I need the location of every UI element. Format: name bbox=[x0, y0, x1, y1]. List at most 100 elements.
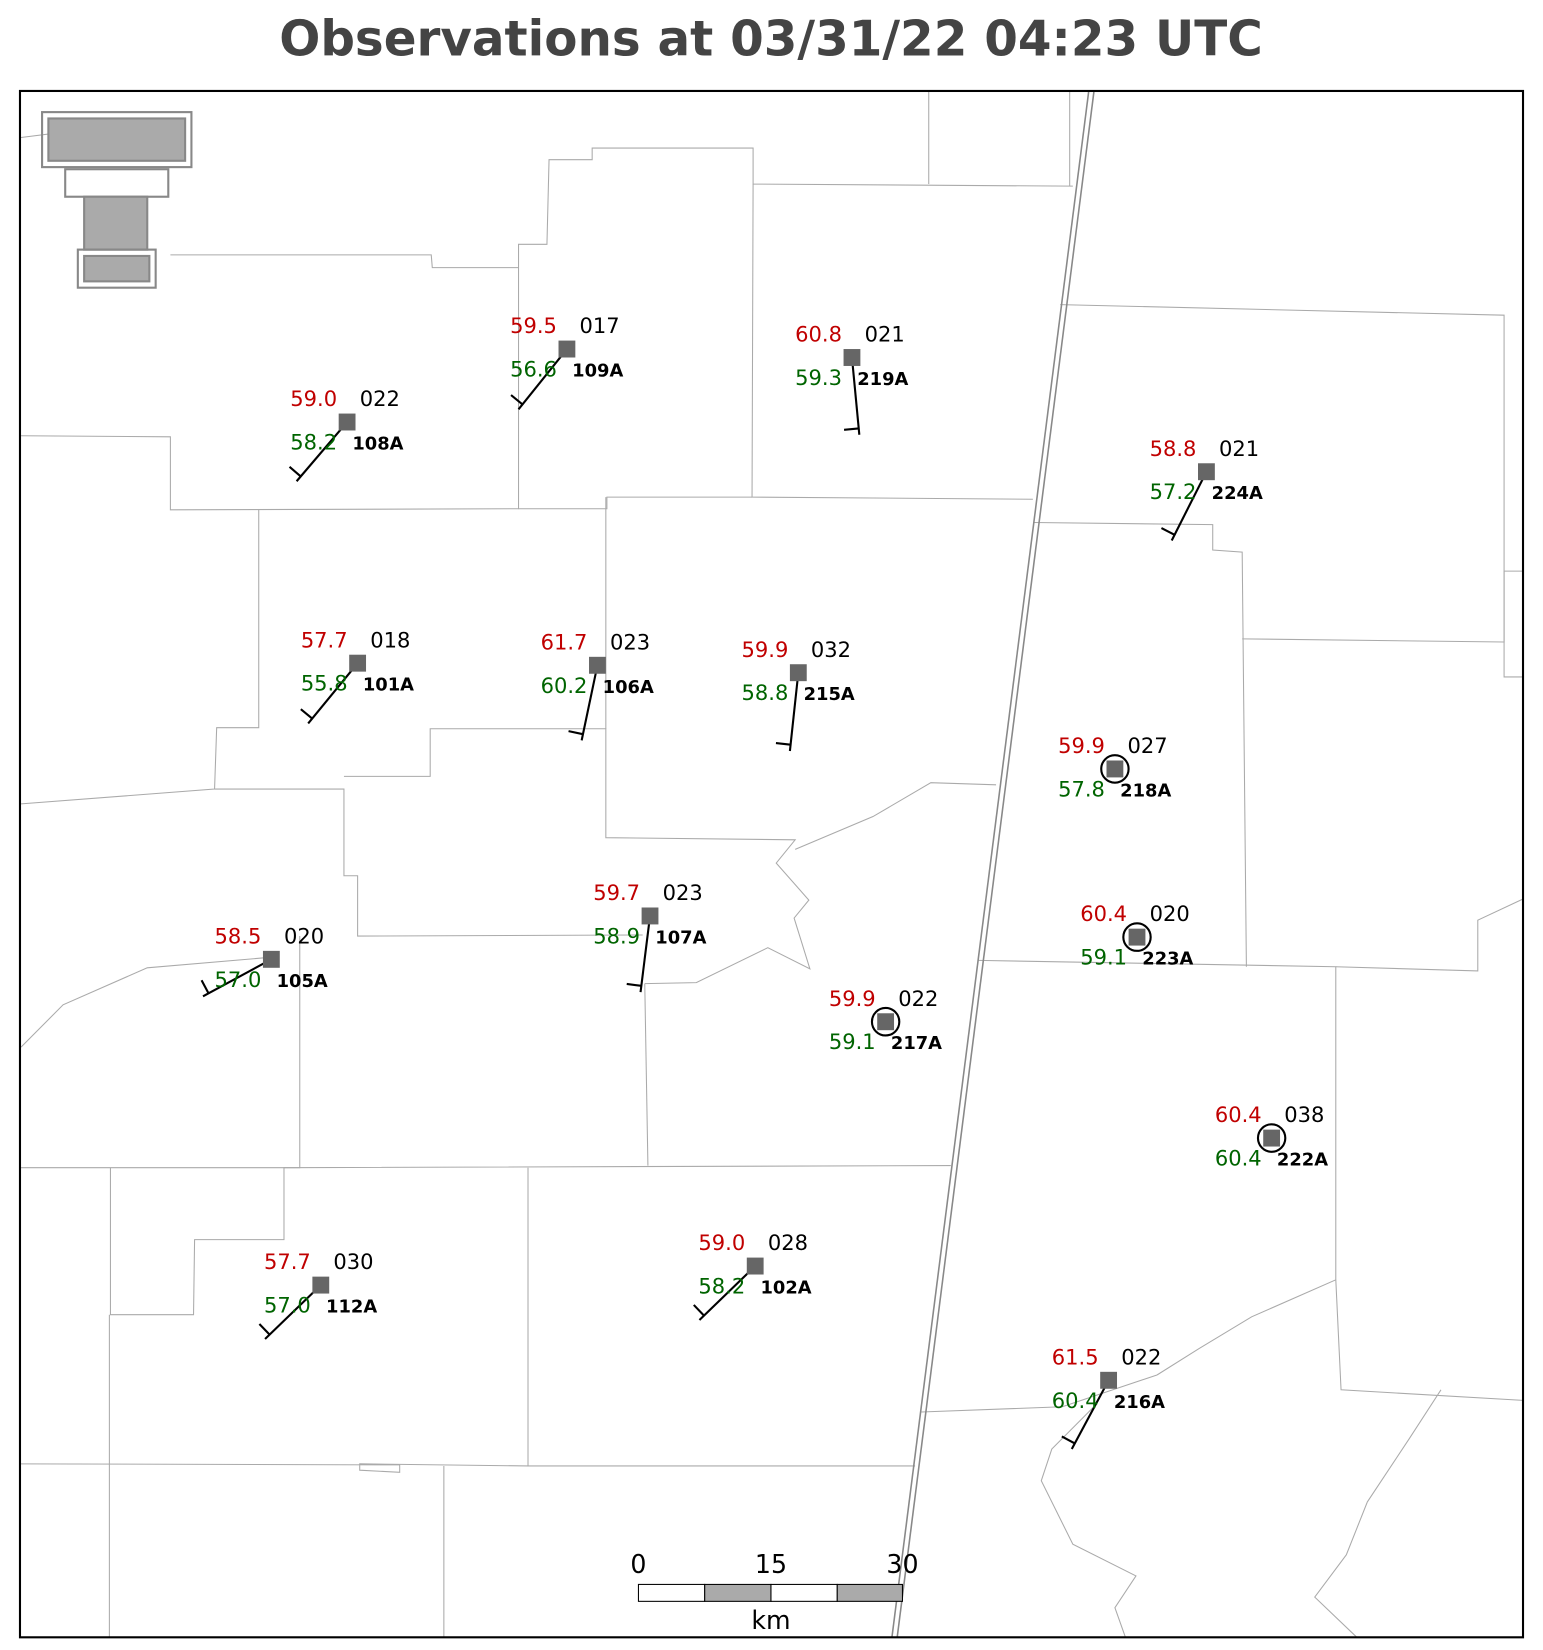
barb-tick bbox=[775, 742, 791, 746]
barb-tick bbox=[1160, 527, 1176, 536]
station-id: 106A bbox=[603, 677, 654, 698]
dewpoint: 55.8 bbox=[301, 671, 348, 696]
pressure: 028 bbox=[768, 1230, 808, 1255]
county-lines bbox=[20, 91, 1524, 1638]
temperature: 60.4 bbox=[1080, 901, 1127, 926]
barb-tick bbox=[200, 979, 210, 994]
dewpoint: 57.2 bbox=[1150, 479, 1197, 504]
barb-tick bbox=[568, 730, 584, 736]
temperature: 59.9 bbox=[742, 637, 789, 662]
station-id: 109A bbox=[572, 360, 623, 381]
temperature: 58.8 bbox=[1150, 436, 1197, 461]
station-id: 223A bbox=[1142, 949, 1193, 970]
pressure: 030 bbox=[333, 1249, 373, 1274]
station-marker bbox=[843, 349, 861, 366]
station: 59.9 022 59.1 217A bbox=[829, 986, 942, 1054]
dewpoint: 58.9 bbox=[593, 923, 640, 948]
calm-circle bbox=[1256, 1123, 1287, 1153]
station-marker bbox=[338, 413, 356, 431]
pressure: 023 bbox=[663, 880, 703, 905]
pressure: 021 bbox=[1219, 436, 1259, 461]
dewpoint: 57.8 bbox=[1058, 776, 1105, 801]
dewpoint: 58.2 bbox=[698, 1274, 745, 1299]
temperature: 57.7 bbox=[264, 1249, 311, 1274]
wind-barb bbox=[850, 357, 861, 435]
station: 60.4 020 59.1 223A bbox=[1080, 901, 1193, 969]
dewpoint: 60.4 bbox=[1052, 1388, 1099, 1413]
pressure: 022 bbox=[1121, 1344, 1161, 1369]
station-id: 224A bbox=[1212, 483, 1263, 504]
station: 59.9 032 58.8 215A bbox=[742, 637, 855, 752]
station-marker bbox=[746, 1257, 764, 1275]
station-marker bbox=[789, 664, 807, 682]
temperature: 58.5 bbox=[215, 923, 262, 948]
dewpoint: 60.4 bbox=[1215, 1146, 1262, 1171]
pressure: 023 bbox=[610, 629, 650, 654]
station: 58.8 021 57.2 224A bbox=[1150, 436, 1263, 541]
dewpoint: 57.0 bbox=[215, 967, 262, 992]
wind-barb bbox=[307, 662, 359, 725]
station: 59.9 027 57.8 218A bbox=[1058, 733, 1171, 801]
station-id: 218A bbox=[1120, 780, 1171, 801]
wind-barb bbox=[264, 1284, 322, 1340]
station-marker bbox=[877, 1013, 895, 1031]
barb-tick bbox=[626, 982, 642, 987]
temperature: 57.7 bbox=[301, 627, 348, 652]
temperature: 61.7 bbox=[541, 629, 588, 654]
station-marker bbox=[312, 1276, 330, 1294]
dewpoint: 56.6 bbox=[510, 356, 557, 381]
dewpoint: 57.0 bbox=[264, 1293, 311, 1318]
calm-circle bbox=[1122, 922, 1152, 952]
station-id: 217A bbox=[891, 1033, 942, 1054]
temperature: 59.7 bbox=[593, 880, 640, 905]
station-id: 222A bbox=[1277, 1150, 1328, 1171]
pressure: 032 bbox=[811, 637, 851, 662]
barb-tick bbox=[300, 708, 313, 720]
station: 59.7 023 58.9 107A bbox=[593, 880, 707, 993]
station: 57.7 030 57.0 112A bbox=[258, 1249, 377, 1340]
dewpoint: 59.1 bbox=[1080, 945, 1127, 970]
pressure: 022 bbox=[898, 986, 938, 1011]
station: 59.0 028 58.2 102A bbox=[693, 1230, 812, 1321]
station: 59.5 017 56.6 109A bbox=[510, 313, 623, 410]
calm-circle bbox=[870, 1006, 901, 1037]
station: 58.5 020 57.0 105A bbox=[200, 923, 328, 998]
station-marker bbox=[1198, 463, 1215, 481]
temperature: 59.9 bbox=[829, 986, 876, 1011]
station-id: 216A bbox=[1114, 1392, 1165, 1413]
station-id: 219A bbox=[857, 369, 908, 390]
scale-label: 0 bbox=[630, 1550, 646, 1579]
station-id: 112A bbox=[326, 1297, 377, 1318]
station: 61.5 022 60.4 216A bbox=[1052, 1344, 1165, 1450]
scale-label: 15 bbox=[755, 1550, 787, 1579]
barb-tick bbox=[1061, 1435, 1076, 1445]
temperature: 60.4 bbox=[1215, 1102, 1262, 1127]
station-id: 107A bbox=[655, 927, 706, 948]
pressure: 027 bbox=[1128, 733, 1168, 758]
dewpoint: 60.2 bbox=[541, 673, 588, 698]
station-marker bbox=[1100, 1371, 1118, 1389]
barb-tick bbox=[693, 1304, 705, 1317]
wind-barb bbox=[1070, 1379, 1110, 1450]
station-marker bbox=[1106, 760, 1124, 778]
station-id: 101A bbox=[363, 675, 414, 696]
station-id: 105A bbox=[277, 971, 328, 992]
station-marker bbox=[641, 907, 659, 925]
temperature: 61.5 bbox=[1052, 1344, 1099, 1369]
pressure: 020 bbox=[1150, 901, 1190, 926]
station-id: 215A bbox=[804, 684, 855, 705]
dewpoint: 59.3 bbox=[795, 365, 842, 390]
logo bbox=[41, 111, 193, 289]
pressure: 020 bbox=[284, 923, 324, 948]
temperature: 59.9 bbox=[1058, 733, 1105, 758]
pressure: 038 bbox=[1284, 1102, 1324, 1127]
station-id: 108A bbox=[352, 433, 403, 454]
station: 59.0 022 58.2 108A bbox=[288, 386, 404, 482]
wind-barb bbox=[517, 348, 568, 410]
barb-tick bbox=[843, 427, 859, 431]
temperature: 60.8 bbox=[795, 322, 842, 347]
station: 61.7 023 60.2 106A bbox=[541, 629, 654, 741]
